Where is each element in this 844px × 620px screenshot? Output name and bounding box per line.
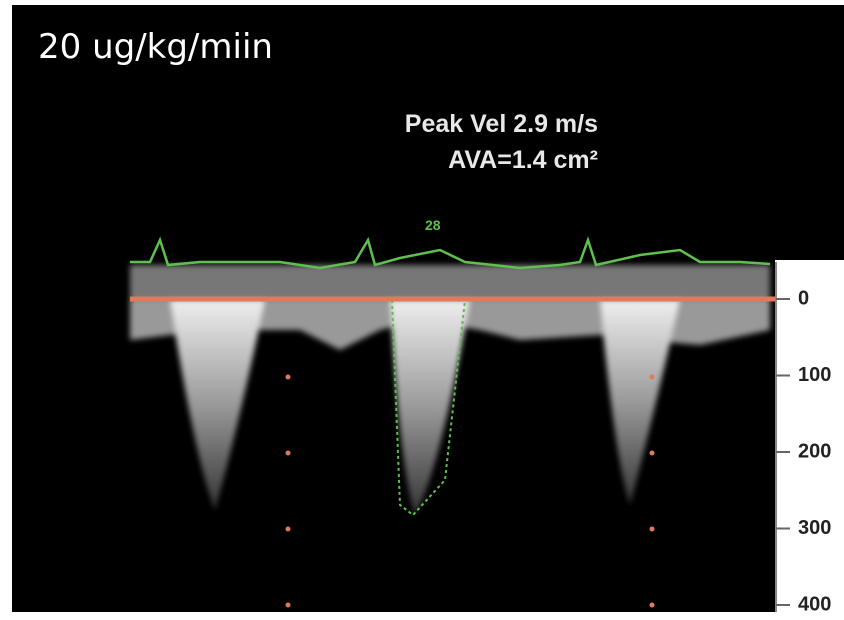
scale-label: 200 [798,440,831,462]
doppler-signal [130,265,770,515]
trace-label: 28 [425,217,441,233]
green-trace [130,236,771,270]
caption: 20 ug/kg/miin [38,27,273,67]
scale: 0 100 200 300 400 [776,287,831,615]
peak-velocity: Peak Vel 2.9 m/s [405,110,598,138]
scale-label: 400 [798,593,831,615]
scale-label: 100 [798,364,831,386]
scale-label: 300 [798,517,831,539]
ava: AVA=1.4 cm² [448,146,598,174]
grid-dots [285,374,655,608]
scale-label: 0 [798,287,809,309]
